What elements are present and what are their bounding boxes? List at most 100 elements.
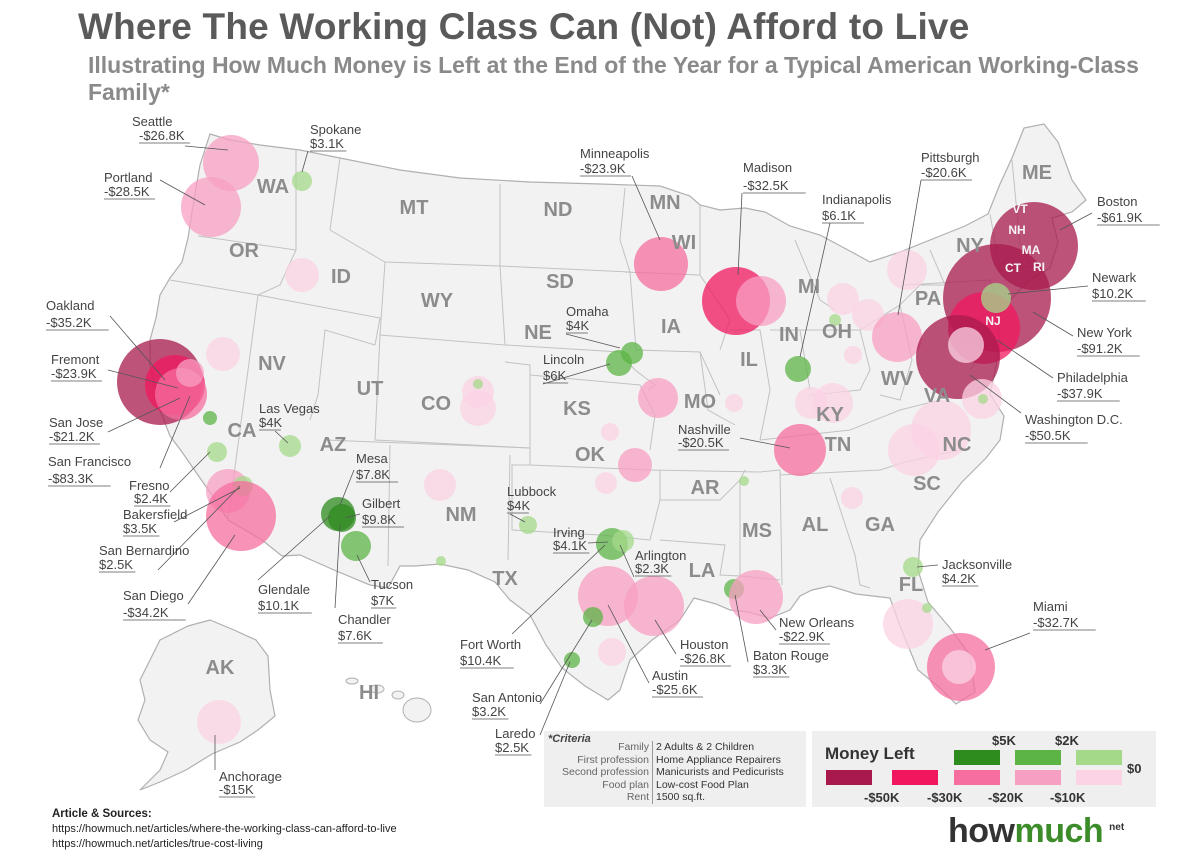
- city-name-las-vegas: Las Vegas: [259, 401, 320, 416]
- city-bubbles: [117, 135, 1078, 744]
- city-name-chandler: Chandler: [338, 612, 391, 627]
- city-name-san-francisco: San Francisco: [48, 454, 131, 469]
- city-bubble: [473, 379, 483, 389]
- criteria-value: Manicurists and Pedicurists: [651, 766, 787, 779]
- state-label-id: ID: [331, 266, 351, 288]
- hawaii-island-2: [369, 684, 385, 694]
- criteria-table: Family 2 Adults & 2 Children First profes…: [544, 741, 787, 804]
- city-value-austin: -$25.6K: [652, 682, 698, 697]
- city-name-miami: Miami: [1033, 599, 1068, 614]
- city-value-anchorage: -$15K: [219, 782, 254, 797]
- city-name-tucson: Tucson: [371, 577, 413, 592]
- city-bubble: [736, 276, 786, 326]
- city-bubble: [634, 237, 688, 291]
- city-name-san-bernardino: San Bernardino: [99, 543, 189, 558]
- leader-line: [109, 315, 166, 381]
- city-bubble: [841, 487, 863, 509]
- legend-swatch-pos5: [954, 750, 1000, 765]
- state-label-mn: MN: [649, 192, 680, 214]
- state-label-il: IL: [740, 349, 758, 371]
- city-value-washington-d-c-: -$50.5K: [1025, 428, 1071, 443]
- leader-line: [356, 554, 371, 583]
- legend-title: Money Left: [825, 744, 915, 763]
- leader-line: [565, 333, 621, 349]
- city-bubble: [852, 299, 884, 331]
- city-bubble: [621, 342, 643, 364]
- leader-line: [619, 544, 635, 578]
- state-label-ne: NE: [524, 322, 552, 344]
- source-link[interactable]: https://howmuch.net/articles/true-cost-l…: [52, 838, 263, 850]
- legend-swatch-neg50: [826, 770, 872, 785]
- leader-line: [759, 609, 777, 631]
- state-label-mi: MI: [798, 276, 820, 298]
- state-label-mo: MO: [684, 391, 716, 413]
- city-value-chandler: $7.6K: [338, 628, 372, 643]
- leader-line: [159, 179, 206, 206]
- leader-line: [511, 544, 606, 635]
- city-bubble: [612, 530, 634, 552]
- city-value-lubbock: $4K: [507, 498, 530, 513]
- logo-much: much: [1014, 812, 1104, 850]
- city-bubble: [795, 387, 827, 419]
- city-name-madison: Madison: [743, 160, 792, 175]
- city-value-lincoln: $6K: [543, 368, 566, 383]
- city-value-san-diego: -$34.2K: [123, 605, 169, 620]
- city-name-new-york: New York: [1077, 325, 1132, 340]
- city-name-mesa: Mesa: [356, 451, 389, 466]
- state-label-nc: NC: [943, 434, 972, 456]
- city-value-new-orleans: -$22.9K: [779, 629, 825, 644]
- city-bubble: [872, 312, 922, 362]
- city-bubble: [618, 448, 652, 482]
- state-label-la: LA: [689, 560, 716, 582]
- city-bubble: [887, 250, 927, 290]
- leader-line: [739, 437, 791, 449]
- city-value-pittsburgh: -$20.6K: [921, 165, 967, 180]
- city-value-san-francisco: -$83.3K: [48, 471, 94, 486]
- logo-net: net: [1109, 821, 1125, 833]
- state-label-ma: MA: [1022, 243, 1041, 257]
- city-name-glendale: Glendale: [258, 582, 310, 597]
- legend-swatch-neg20: [954, 770, 1000, 785]
- leader-line: [339, 469, 355, 506]
- city-name-oakland: Oakland: [46, 298, 94, 313]
- city-bubble: [181, 177, 241, 237]
- state-label-nj: NJ: [985, 314, 1000, 328]
- city-value-san-antonio: $3.2K: [472, 704, 506, 719]
- city-name-jacksonville: Jacksonville: [942, 557, 1012, 572]
- leader-line: [897, 179, 922, 316]
- city-value-madison: -$32.5K: [743, 178, 789, 193]
- city-value-laredo: $2.5K: [495, 740, 529, 755]
- legend-tick-2k: $2K: [1055, 733, 1079, 748]
- criteria-row: Rent 1500 sq.ft.: [544, 791, 787, 804]
- city-name-san-antonio: San Antonio: [472, 690, 542, 705]
- criteria-value: 2 Adults & 2 Children: [651, 741, 787, 754]
- leader-line: [539, 661, 571, 736]
- state-label-wa: WA: [257, 176, 289, 198]
- city-bubble: [519, 516, 537, 534]
- source-link[interactable]: https://howmuch.net/articles/where-the-w…: [52, 823, 397, 835]
- city-name-newark: Newark: [1092, 270, 1137, 285]
- criteria-key: Family: [618, 741, 649, 753]
- city-bubble: [888, 424, 940, 476]
- state-label-tn: TN: [825, 434, 852, 456]
- leader-line: [157, 485, 241, 571]
- city-bubble: [460, 390, 496, 426]
- hawaii-island-4: [402, 697, 432, 723]
- city-bubble: [583, 607, 603, 627]
- city-name-laredo: Laredo: [495, 726, 535, 741]
- leader-line: [799, 222, 831, 358]
- legend-tick-5k: $5K: [992, 733, 1016, 748]
- city-bubble: [203, 411, 217, 425]
- state-label-hi: HI: [359, 682, 379, 704]
- sources-block: Article & Sources: https://howmuch.net/a…: [52, 807, 397, 852]
- leader-line: [1059, 212, 1093, 231]
- criteria-box: *Criteria Family 2 Adults & 2 Children Fi…: [544, 731, 806, 807]
- city-name-bakersfield: Bakersfield: [123, 507, 187, 522]
- leader-line: [159, 395, 191, 469]
- leader-line: [187, 534, 236, 605]
- city-bubble: [774, 424, 826, 476]
- city-value-san-bernardino: $2.5K: [99, 557, 133, 572]
- city-value-fort-worth: $10.4K: [460, 653, 502, 668]
- city-name-san-diego: San Diego: [123, 588, 184, 603]
- state-label-tx: TX: [492, 568, 518, 590]
